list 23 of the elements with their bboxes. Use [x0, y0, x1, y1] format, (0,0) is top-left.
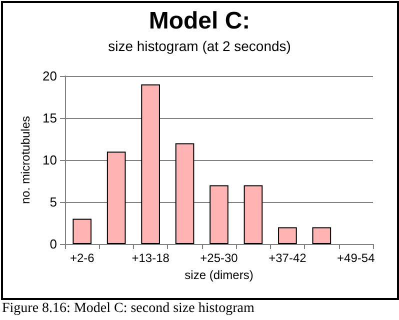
bar [72, 218, 92, 244]
bar [210, 185, 228, 244]
y-tick-label: 0 [50, 236, 57, 252]
y-tick-label: 5 [50, 194, 57, 210]
bar [278, 227, 297, 244]
x-tick-label: +25-30 [200, 251, 238, 265]
bar [312, 227, 332, 244]
bar [141, 84, 160, 244]
x-tick-label: +13-18 [132, 251, 170, 265]
y-axis-title: no. microtubules [18, 116, 33, 204]
x-tick-label: +37-42 [268, 251, 307, 265]
y-tick-label: 10 [42, 152, 57, 168]
chart-subtitle: size histogram (at 2 seconds) [108, 38, 291, 54]
x-axis-title: size (dimers) [184, 268, 254, 282]
bar [106, 152, 126, 244]
caption: Figure 8.16: Model C: second size histogram [2, 301, 254, 317]
x-tick-label: +2-6 [70, 251, 95, 265]
y-tick-label: 15 [42, 110, 57, 126]
x-tick-label: +49-54 [337, 251, 376, 265]
bar [244, 185, 263, 244]
bar [175, 143, 194, 244]
y-tick-label: 20 [42, 68, 57, 84]
chart-title: Model C: [148, 8, 250, 34]
